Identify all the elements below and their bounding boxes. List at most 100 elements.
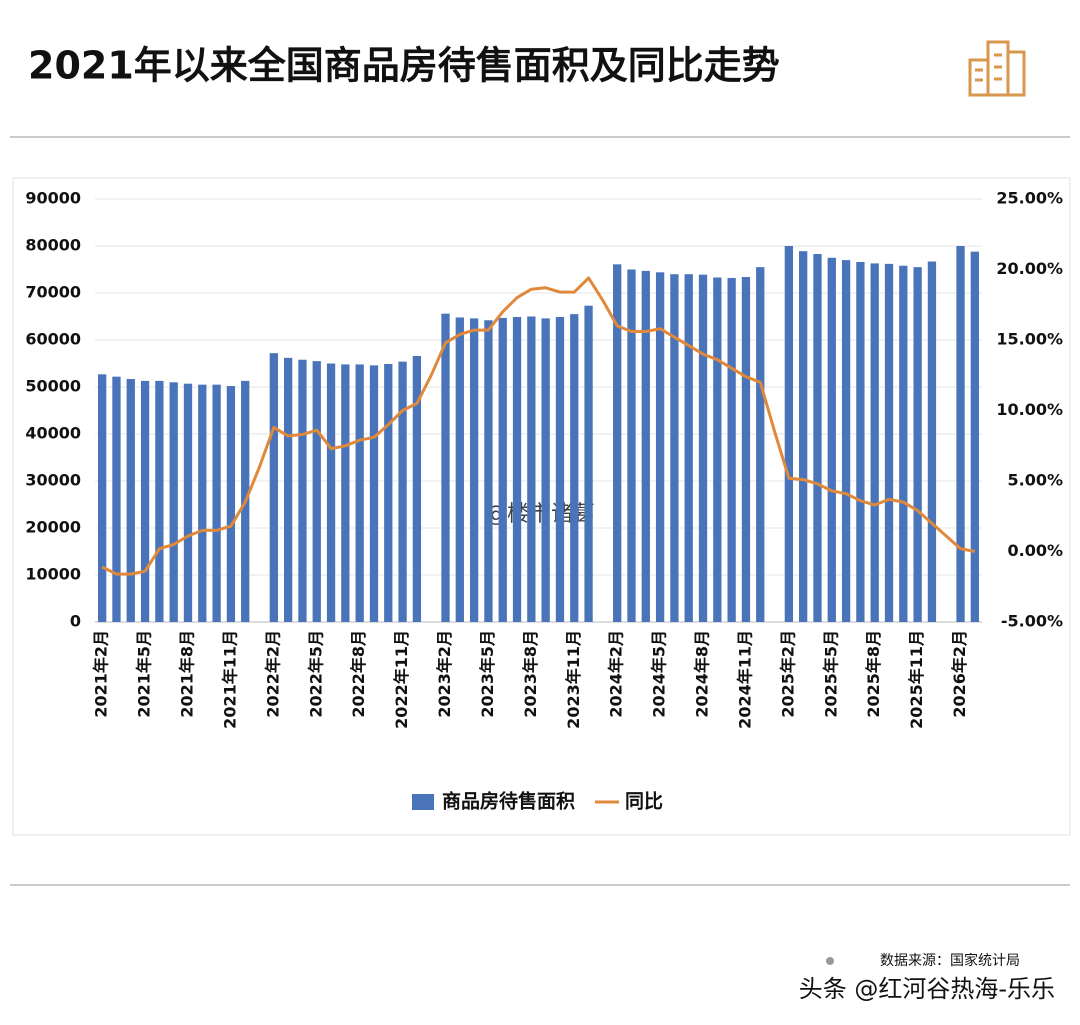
- x-tick-label: 2024年8月: [693, 630, 712, 718]
- bar: [827, 257, 836, 622]
- bar: [713, 277, 722, 622]
- x-tick-label: 2023年5月: [478, 630, 497, 718]
- x-tick-label: 2021年11月: [220, 630, 239, 729]
- y2-tick-label: 0.00%: [1007, 541, 1063, 560]
- bar: [298, 359, 307, 622]
- bar: [956, 246, 965, 622]
- y-tick-label: 60000: [25, 330, 81, 349]
- plot-frame: [12, 177, 1071, 836]
- bar: [641, 270, 650, 622]
- y-tick-label: 40000: [25, 424, 81, 443]
- bar: [584, 305, 593, 622]
- y2-tick-label: 15.00%: [996, 330, 1063, 349]
- y2-tick-label: 25.00%: [996, 189, 1063, 208]
- bar: [698, 274, 708, 622]
- bar: [784, 246, 794, 622]
- x-tick-label: 2021年8月: [177, 630, 196, 718]
- credit: 头条 @红河谷热海-乐乐: [799, 975, 1055, 1003]
- bar: [126, 379, 135, 622]
- x-tick-label: 2021年2月: [92, 630, 111, 718]
- x-tick-label: 2022年5月: [306, 630, 325, 718]
- bar: [326, 363, 336, 622]
- bar: [841, 260, 851, 622]
- bar: [541, 318, 550, 622]
- bar: [455, 317, 464, 622]
- x-tick-label: 2022年8月: [349, 630, 368, 718]
- bar: [870, 263, 879, 622]
- y-tick-label: 50000: [25, 377, 81, 396]
- bar: [140, 380, 150, 622]
- bar: [269, 353, 278, 622]
- bar: [112, 376, 121, 622]
- x-tick-label: 2025年5月: [821, 630, 840, 718]
- y2-tick-label: 20.00%: [996, 259, 1063, 278]
- bar: [169, 382, 178, 622]
- y-tick-label: 30000: [25, 471, 81, 490]
- bar: [212, 384, 221, 622]
- bar: [183, 383, 193, 622]
- source-dot: [826, 957, 834, 965]
- bar: [727, 277, 736, 622]
- legend-label: 同比: [625, 791, 663, 813]
- legend-label: 商品房待售面积: [442, 790, 575, 813]
- bar: [970, 251, 979, 622]
- y-tick-label: 90000: [25, 189, 81, 208]
- bar: [283, 357, 293, 622]
- bar: [684, 274, 693, 622]
- bar: [98, 374, 107, 622]
- x-tick-label: 2022年11月: [392, 630, 411, 729]
- bar: [555, 316, 565, 622]
- bar: [899, 265, 908, 622]
- y2-tick-label: -5.00%: [1001, 612, 1063, 631]
- bar: [369, 365, 379, 622]
- building-icon: [968, 40, 1026, 97]
- bar: [398, 361, 407, 622]
- x-tick-label: 2025年11月: [907, 630, 926, 729]
- bar: [927, 261, 937, 622]
- x-tick-label: 2023年2月: [435, 630, 454, 718]
- bar: [412, 355, 422, 622]
- bar: [527, 316, 536, 622]
- x-tick-label: 2021年5月: [135, 630, 154, 718]
- bar: [570, 314, 579, 622]
- bar: [756, 267, 765, 622]
- bar: [498, 317, 507, 622]
- bar: [913, 267, 922, 622]
- y2-tick-label: 5.00%: [1007, 471, 1063, 490]
- line: [101, 276, 976, 576]
- x-tick-label: 2023年8月: [521, 630, 540, 718]
- x-tick-label: 2024年11月: [735, 630, 754, 729]
- bar: [484, 320, 493, 622]
- y-tick-label: 0: [70, 612, 81, 631]
- bar: [469, 318, 479, 622]
- bar: [226, 386, 236, 622]
- x-tick-label: 2022年2月: [263, 630, 282, 718]
- y2-tick-label: 10.00%: [996, 400, 1063, 419]
- chart-title: 2021年以来全国商品房待售面积及同比走势: [28, 44, 780, 88]
- bar: [813, 253, 822, 623]
- bar: [355, 364, 364, 622]
- legend-swatch: [412, 794, 434, 810]
- x-tick-label: 2026年2月: [950, 630, 969, 718]
- bar: [627, 269, 636, 622]
- y-tick-label: 70000: [25, 283, 81, 302]
- y-tick-label: 20000: [25, 518, 81, 537]
- x-tick-label: 2023年11月: [564, 630, 583, 729]
- x-tick-label: 2025年8月: [864, 630, 883, 718]
- source-note: 数据来源：国家统计局: [880, 952, 1020, 969]
- bar: [198, 384, 207, 622]
- y-tick-label: 80000: [25, 236, 81, 255]
- bar: [613, 264, 622, 622]
- bar: [384, 363, 393, 622]
- x-tick-label: 2025年2月: [778, 630, 797, 718]
- x-tick-label: 2024年2月: [607, 630, 626, 718]
- bar: [512, 316, 522, 622]
- x-tick-label: 2024年5月: [650, 630, 669, 718]
- bar: [312, 361, 321, 622]
- bar: [341, 364, 350, 622]
- bar: [741, 277, 751, 622]
- bar: [441, 313, 450, 622]
- bar: [670, 274, 679, 622]
- bar: [799, 251, 808, 623]
